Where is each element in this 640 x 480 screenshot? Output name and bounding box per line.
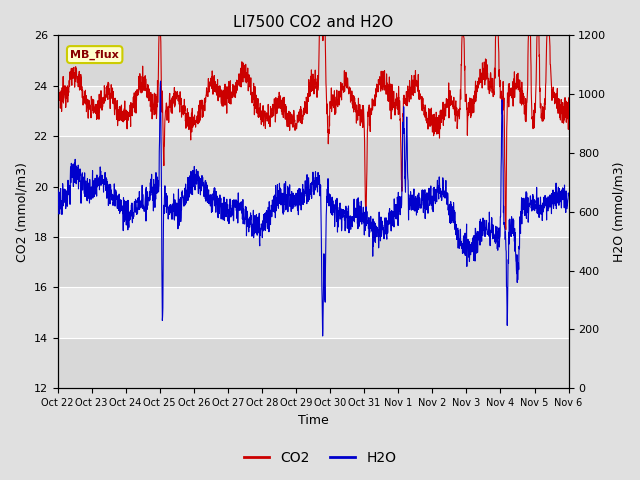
Bar — [58, 237, 568, 288]
H2O — [550, 197, 558, 203]
H2O — [319, 333, 326, 339]
Title: LI7500 CO2 and H2O: LI7500 CO2 and H2O — [233, 15, 393, 30]
CO2 — [564, 95, 572, 101]
Bar — [58, 86, 568, 136]
Bar — [58, 136, 568, 187]
Bar — [58, 288, 568, 338]
CO2 — [80, 94, 88, 99]
H2O — [289, 206, 296, 212]
H2O — [54, 205, 61, 211]
Bar — [58, 187, 568, 237]
Legend: CO2, H2O: CO2, H2O — [238, 445, 402, 471]
CO2 — [289, 123, 296, 129]
H2O — [564, 192, 572, 198]
Line: CO2: CO2 — [58, 36, 568, 230]
H2O — [550, 190, 558, 195]
CO2 — [155, 33, 163, 38]
CO2 — [303, 94, 310, 100]
X-axis label: Time: Time — [298, 414, 328, 427]
CO2 — [54, 101, 61, 107]
Bar — [58, 338, 568, 388]
Bar — [58, 36, 568, 86]
H2O — [456, 227, 464, 232]
H2O — [303, 185, 310, 191]
Text: MB_flux: MB_flux — [70, 49, 119, 60]
CO2 — [502, 227, 509, 233]
CO2 — [550, 89, 558, 95]
Line: H2O: H2O — [58, 81, 568, 336]
CO2 — [456, 93, 464, 98]
H2O — [157, 78, 164, 84]
CO2 — [550, 95, 558, 100]
Y-axis label: CO2 (mmol/m3): CO2 (mmol/m3) — [15, 162, 28, 262]
H2O — [80, 176, 88, 181]
Y-axis label: H2O (mmol/m3): H2O (mmol/m3) — [612, 162, 625, 262]
